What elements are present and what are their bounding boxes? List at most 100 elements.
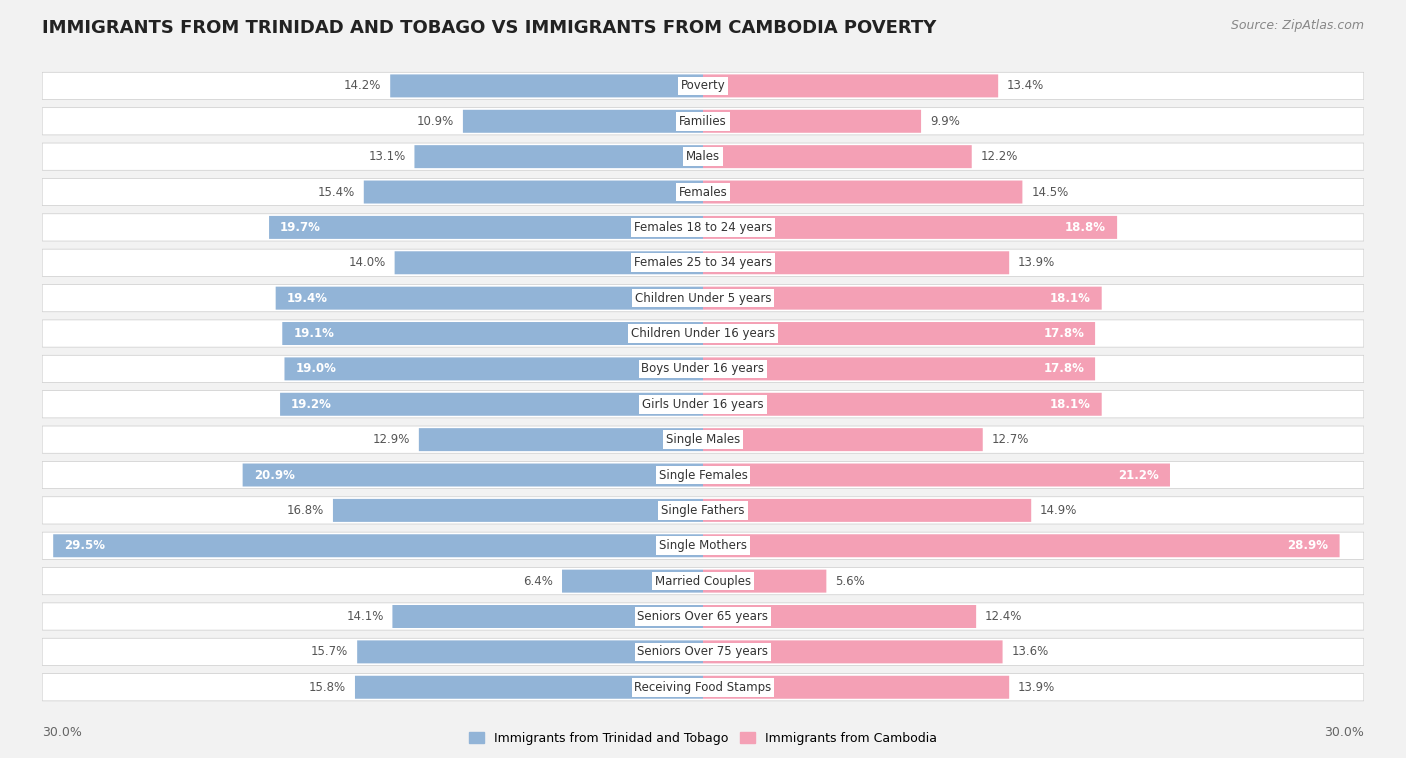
- FancyBboxPatch shape: [280, 393, 703, 415]
- FancyBboxPatch shape: [53, 534, 703, 557]
- Text: 21.2%: 21.2%: [1118, 468, 1159, 481]
- Text: Girls Under 16 years: Girls Under 16 years: [643, 398, 763, 411]
- Text: Boys Under 16 years: Boys Under 16 years: [641, 362, 765, 375]
- FancyBboxPatch shape: [42, 72, 1364, 99]
- Text: 19.4%: 19.4%: [287, 292, 328, 305]
- Text: 14.5%: 14.5%: [1031, 186, 1069, 199]
- Text: 14.2%: 14.2%: [344, 80, 381, 92]
- FancyBboxPatch shape: [703, 322, 1095, 345]
- FancyBboxPatch shape: [42, 426, 1364, 453]
- FancyBboxPatch shape: [703, 180, 1022, 203]
- Text: 13.1%: 13.1%: [368, 150, 405, 163]
- FancyBboxPatch shape: [703, 393, 1102, 415]
- Text: 19.7%: 19.7%: [280, 221, 321, 234]
- FancyBboxPatch shape: [42, 320, 1364, 347]
- Text: 18.8%: 18.8%: [1066, 221, 1107, 234]
- FancyBboxPatch shape: [703, 605, 976, 628]
- Text: 9.9%: 9.9%: [929, 114, 960, 128]
- Text: Receiving Food Stamps: Receiving Food Stamps: [634, 681, 772, 694]
- FancyBboxPatch shape: [42, 284, 1364, 312]
- Text: 15.7%: 15.7%: [311, 645, 349, 659]
- Text: 5.6%: 5.6%: [835, 575, 865, 587]
- FancyBboxPatch shape: [703, 570, 827, 593]
- FancyBboxPatch shape: [364, 180, 703, 203]
- Text: 30.0%: 30.0%: [1324, 726, 1364, 739]
- FancyBboxPatch shape: [392, 605, 703, 628]
- FancyBboxPatch shape: [703, 110, 921, 133]
- FancyBboxPatch shape: [562, 570, 703, 593]
- FancyBboxPatch shape: [42, 356, 1364, 383]
- Text: 6.4%: 6.4%: [523, 575, 553, 587]
- FancyBboxPatch shape: [703, 641, 1002, 663]
- Text: Married Couples: Married Couples: [655, 575, 751, 587]
- FancyBboxPatch shape: [703, 251, 1010, 274]
- FancyBboxPatch shape: [703, 287, 1102, 309]
- FancyBboxPatch shape: [42, 214, 1364, 241]
- FancyBboxPatch shape: [42, 532, 1364, 559]
- Text: 14.1%: 14.1%: [346, 610, 384, 623]
- Text: IMMIGRANTS FROM TRINIDAD AND TOBAGO VS IMMIGRANTS FROM CAMBODIA POVERTY: IMMIGRANTS FROM TRINIDAD AND TOBAGO VS I…: [42, 19, 936, 37]
- FancyBboxPatch shape: [703, 145, 972, 168]
- Text: 17.8%: 17.8%: [1043, 327, 1084, 340]
- Text: 13.4%: 13.4%: [1007, 80, 1045, 92]
- FancyBboxPatch shape: [42, 178, 1364, 205]
- FancyBboxPatch shape: [463, 110, 703, 133]
- FancyBboxPatch shape: [703, 534, 1340, 557]
- Text: 10.9%: 10.9%: [416, 114, 454, 128]
- FancyBboxPatch shape: [42, 568, 1364, 595]
- Text: 15.8%: 15.8%: [309, 681, 346, 694]
- Text: 13.9%: 13.9%: [1018, 256, 1056, 269]
- Text: 14.0%: 14.0%: [349, 256, 385, 269]
- FancyBboxPatch shape: [391, 74, 703, 97]
- Text: Source: ZipAtlas.com: Source: ZipAtlas.com: [1230, 19, 1364, 32]
- Text: 15.4%: 15.4%: [318, 186, 354, 199]
- Text: 12.4%: 12.4%: [986, 610, 1022, 623]
- FancyBboxPatch shape: [243, 463, 703, 487]
- FancyBboxPatch shape: [42, 496, 1364, 524]
- FancyBboxPatch shape: [419, 428, 703, 451]
- FancyBboxPatch shape: [703, 216, 1118, 239]
- FancyBboxPatch shape: [354, 676, 703, 699]
- FancyBboxPatch shape: [703, 74, 998, 97]
- Text: 14.9%: 14.9%: [1040, 504, 1077, 517]
- Text: Poverty: Poverty: [681, 80, 725, 92]
- Text: Families: Families: [679, 114, 727, 128]
- Text: 19.2%: 19.2%: [291, 398, 332, 411]
- FancyBboxPatch shape: [395, 251, 703, 274]
- FancyBboxPatch shape: [415, 145, 703, 168]
- Text: 19.0%: 19.0%: [295, 362, 336, 375]
- Text: 12.2%: 12.2%: [980, 150, 1018, 163]
- Text: Single Fathers: Single Fathers: [661, 504, 745, 517]
- FancyBboxPatch shape: [357, 641, 703, 663]
- Text: 29.5%: 29.5%: [65, 539, 105, 553]
- Text: 30.0%: 30.0%: [42, 726, 82, 739]
- Text: Males: Males: [686, 150, 720, 163]
- Text: 13.9%: 13.9%: [1018, 681, 1056, 694]
- FancyBboxPatch shape: [703, 428, 983, 451]
- Text: 20.9%: 20.9%: [253, 468, 294, 481]
- Text: Single Mothers: Single Mothers: [659, 539, 747, 553]
- Text: 28.9%: 28.9%: [1288, 539, 1329, 553]
- FancyBboxPatch shape: [333, 499, 703, 522]
- Text: 12.9%: 12.9%: [373, 433, 411, 446]
- FancyBboxPatch shape: [42, 249, 1364, 277]
- FancyBboxPatch shape: [42, 674, 1364, 701]
- Text: 17.8%: 17.8%: [1043, 362, 1084, 375]
- FancyBboxPatch shape: [276, 287, 703, 309]
- Text: Single Females: Single Females: [658, 468, 748, 481]
- Text: 16.8%: 16.8%: [287, 504, 325, 517]
- FancyBboxPatch shape: [42, 462, 1364, 489]
- FancyBboxPatch shape: [42, 638, 1364, 666]
- Text: 13.6%: 13.6%: [1011, 645, 1049, 659]
- Text: 19.1%: 19.1%: [294, 327, 335, 340]
- Text: Single Males: Single Males: [666, 433, 740, 446]
- Text: 18.1%: 18.1%: [1050, 398, 1091, 411]
- FancyBboxPatch shape: [703, 499, 1031, 522]
- Text: Females 25 to 34 years: Females 25 to 34 years: [634, 256, 772, 269]
- Text: Children Under 5 years: Children Under 5 years: [634, 292, 772, 305]
- FancyBboxPatch shape: [703, 676, 1010, 699]
- Text: Females: Females: [679, 186, 727, 199]
- Text: Females 18 to 24 years: Females 18 to 24 years: [634, 221, 772, 234]
- Text: Children Under 16 years: Children Under 16 years: [631, 327, 775, 340]
- FancyBboxPatch shape: [42, 108, 1364, 135]
